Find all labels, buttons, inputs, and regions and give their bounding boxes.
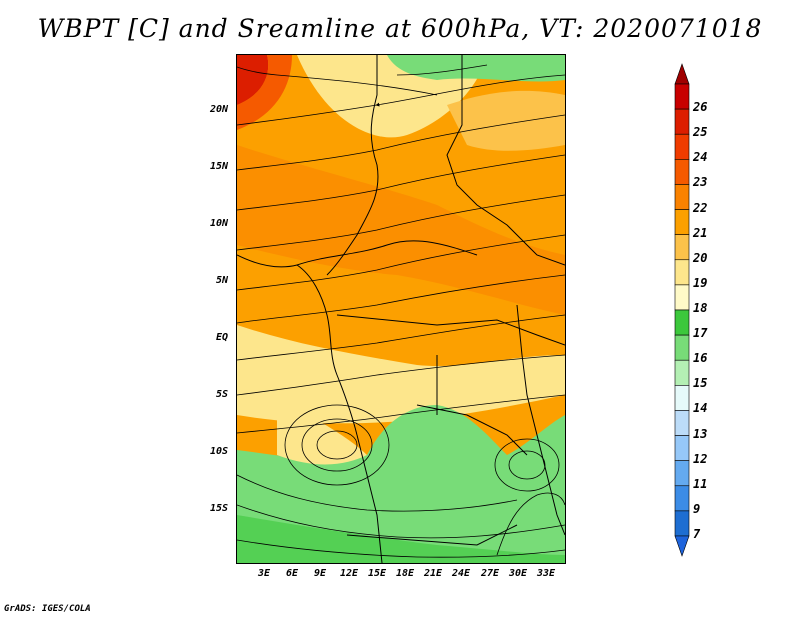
colorbar-swatch — [674, 234, 690, 261]
map-panel — [236, 54, 566, 564]
lon-tick-label: 27E — [480, 568, 500, 579]
colorbar-swatch — [674, 133, 690, 160]
streamline — [237, 74, 565, 126]
colorbar-level-label: 14 — [693, 401, 708, 416]
streamline-vortex — [494, 438, 560, 492]
colorbar-level-label: 25 — [693, 125, 708, 140]
lat-tick-label: 5S — [215, 389, 228, 400]
streamline — [496, 492, 565, 556]
border — [336, 314, 565, 346]
colorbar-swatch — [674, 259, 690, 286]
colorbar-top-arrow — [674, 63, 690, 85]
lon-tick-label: 12E — [339, 568, 359, 579]
lon-tick-label: 24E — [451, 568, 471, 579]
lat-tick-label: 5N — [215, 275, 228, 286]
streamline — [237, 394, 565, 434]
lat-tick-label: 10S — [209, 446, 228, 457]
colorbar-swatch — [674, 209, 690, 235]
streamline — [396, 64, 488, 76]
lon-tick-label: 21E — [423, 568, 443, 579]
streamline — [237, 354, 565, 396]
streamline — [237, 314, 565, 361]
streamline — [237, 274, 565, 324]
chart-title: WBPT [C] and Sreamline at 600hPa, VT: 20… — [37, 14, 763, 43]
wbpt-band-south-light — [237, 325, 565, 424]
colorbar-level-label: 26 — [693, 100, 708, 115]
streamline-vortex — [316, 430, 358, 460]
colorbar-swatch — [674, 309, 690, 336]
colorbar-level-label: 17 — [693, 326, 708, 341]
colorbar-swatch — [674, 385, 690, 411]
colorbar-swatch — [674, 184, 690, 210]
lon-tick-label: 33E — [536, 568, 556, 579]
wbpt-band-central — [237, 145, 565, 315]
lat-tick-label: 15S — [209, 503, 228, 514]
lat-tick-label: 15N — [209, 161, 228, 172]
colorbar-level-label: 21 — [693, 225, 708, 240]
wbpt-band-northeast — [447, 90, 565, 151]
colorbar-level-label: 16 — [693, 351, 708, 366]
country-borders — [237, 55, 565, 563]
streamlines — [237, 64, 565, 558]
colorbar-swatch — [674, 359, 690, 386]
colorbar-level-label: 19 — [693, 275, 708, 290]
credit-label: GrADS: IGES/COLA — [4, 604, 91, 614]
map-field-svg — [237, 55, 565, 563]
lon-tick-label: 30E — [508, 568, 528, 579]
colorbar-level-label: 13 — [693, 426, 708, 441]
colorbar-swatch — [674, 410, 690, 436]
streamline — [237, 504, 565, 539]
lon-tick-label: 18E — [395, 568, 415, 579]
streamline — [237, 474, 518, 512]
colorbar-level-label: 22 — [693, 200, 708, 215]
wbpt-band-northwest — [237, 55, 292, 130]
colorbar-level-label: 9 — [693, 501, 701, 516]
border — [346, 524, 518, 546]
streamline — [237, 66, 438, 96]
colorbar-swatch — [674, 159, 690, 185]
lon-tick-label: 15E — [367, 568, 387, 579]
streamline-vortex — [301, 418, 373, 472]
lat-tick-label: EQ — [215, 332, 228, 343]
wbpt-red-northwest — [237, 55, 269, 105]
streamline — [237, 194, 565, 251]
colorbar-level-label: 23 — [693, 175, 708, 190]
coastline — [237, 254, 358, 436]
lat-tick-label: 10N — [209, 218, 228, 229]
colorbar-swatch — [674, 460, 690, 487]
streamline-vortex — [284, 404, 390, 486]
lon-tick-label: 9E — [313, 568, 327, 579]
colorbar-level-label: 20 — [693, 250, 708, 265]
streamline — [237, 114, 565, 171]
colorbar-swatch — [674, 83, 690, 110]
lat-tick-label: 20N — [209, 104, 228, 115]
wbpt-green-south — [237, 405, 565, 563]
streamline — [237, 234, 565, 291]
border — [416, 404, 528, 456]
border — [516, 304, 565, 536]
colorbar-level-label: 15 — [693, 376, 708, 391]
colorbar-swatch — [674, 334, 690, 361]
border — [446, 55, 565, 266]
colorbar-swatch — [674, 108, 690, 135]
colorbar-swatch — [674, 284, 690, 311]
lon-tick-label: 3E — [257, 568, 271, 579]
border — [356, 434, 383, 563]
colorbar-swatch — [674, 510, 690, 537]
streamline — [237, 539, 565, 558]
colorbar-level-label: 12 — [693, 451, 708, 466]
colorbar-swatch — [674, 485, 690, 512]
lon-tick-label: 6E — [285, 568, 299, 579]
border — [296, 240, 478, 266]
colorbar-level-label: 7 — [693, 527, 701, 541]
colorbar-swatch — [674, 435, 690, 461]
colorbar-level-label: 24 — [693, 150, 708, 165]
wbpt-green-north — [387, 55, 565, 82]
colorbar-level-label: 11 — [693, 476, 708, 491]
colorbar-level-label: 18 — [693, 301, 708, 315]
wbpt-light-southwest — [277, 395, 367, 465]
colorbar-bottom-arrow — [674, 535, 690, 557]
colorbar — [674, 63, 690, 557]
